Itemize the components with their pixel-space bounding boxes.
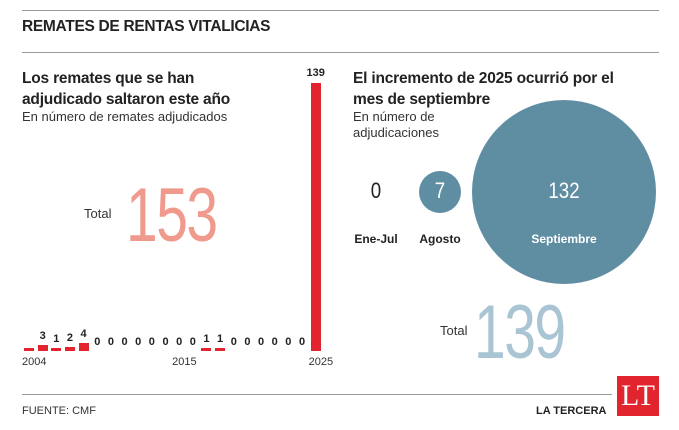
bar-2008 xyxy=(78,343,89,351)
right-subtitle-line1: En número de xyxy=(353,109,435,124)
bar-value-label-2010: 0 xyxy=(107,336,114,348)
year-tick-2025: 2025 xyxy=(308,356,334,368)
bar-value-label-2017: 1 xyxy=(203,333,210,345)
year-tick-2004: 2004 xyxy=(22,356,47,368)
bubble-value-agosto: 7 xyxy=(434,178,446,203)
bubble-value-septiembre: 132 xyxy=(548,178,580,203)
page-title: REMATES DE RENTAS VITALICIAS xyxy=(22,18,271,35)
year-tick-2015: 2015 xyxy=(172,356,197,368)
bar-value-label-2021: 0 xyxy=(257,336,265,348)
bar-value-label-2005: 3 xyxy=(39,330,46,343)
left-total-value: 153 xyxy=(126,173,218,258)
bar-value-label-2012: 0 xyxy=(135,336,142,348)
bubble-agosto xyxy=(418,170,462,214)
footer-rule xyxy=(22,394,612,395)
bar-2017 xyxy=(201,348,212,351)
bar-value-label-2011: 0 xyxy=(121,336,128,348)
bubble-value-ene-jul: 0 xyxy=(370,178,382,203)
bar-value-label-2016: 0 xyxy=(189,336,196,348)
bar-2006 xyxy=(51,348,62,351)
top-rule xyxy=(22,10,659,11)
bar-2007 xyxy=(64,347,75,351)
bar-2018 xyxy=(215,348,226,351)
brand-name: LA TERCERA xyxy=(536,405,607,417)
bar-value-label-2015: 0 xyxy=(176,336,183,348)
right-heading: El incremento de 2025 ocurrió por el mes… xyxy=(353,68,614,110)
bar-value-label-2019: 0 xyxy=(230,336,237,348)
bar-2025 xyxy=(310,83,321,351)
right-subtitle: En número de adjudicaciones xyxy=(353,109,439,141)
right-total-label: Total xyxy=(440,323,468,338)
bar-value-label-2020: 0 xyxy=(244,336,251,348)
bar-value-label-2024: 0 xyxy=(298,336,306,348)
category-label-agosto: Agosto xyxy=(419,232,461,246)
bubble-septiembre xyxy=(472,100,656,284)
header-rule xyxy=(22,52,659,53)
right-subtitle-line2: adjudicaciones xyxy=(353,125,440,140)
left-total-label: Total xyxy=(84,206,112,221)
bar-value-label-2014: 0 xyxy=(162,336,169,348)
bar-value-label-2009: 0 xyxy=(94,336,101,348)
category-label-septiembre: Septiembre xyxy=(531,232,597,246)
bar-value-label-2018: 1 xyxy=(217,333,224,345)
source-note: FUENTE: CMF xyxy=(22,405,96,417)
bar-value-label-2025: 139 xyxy=(306,67,325,79)
bar-value-label-2006: 1 xyxy=(53,333,60,345)
bar-value-label-2022: 0 xyxy=(271,336,278,348)
right-total-value: 139 xyxy=(474,290,566,375)
bar-value-label-2007: 2 xyxy=(66,332,73,345)
bar-2004 xyxy=(24,348,34,351)
right-heading-line1: El incremento de 2025 ocurrió por el xyxy=(353,70,614,87)
left-subtitle: En número de remates adjudicados xyxy=(22,109,228,124)
left-heading: Los remates que se han adjudicado saltar… xyxy=(22,68,230,110)
bar-value-label-2013: 0 xyxy=(148,336,155,348)
bar-value-label-2008: 4 xyxy=(80,328,87,341)
left-heading-line1: Los remates que se han xyxy=(22,70,195,87)
la-tercera-logo: LT xyxy=(617,376,659,416)
bar-value-label-2023: 0 xyxy=(285,336,292,348)
bar-2005 xyxy=(37,345,48,351)
right-heading-line2: mes de septiembre xyxy=(353,91,491,108)
left-heading-line2: adjudicado saltaron este año xyxy=(22,91,231,108)
category-label-ene-jul: Ene-Jul xyxy=(354,232,398,246)
